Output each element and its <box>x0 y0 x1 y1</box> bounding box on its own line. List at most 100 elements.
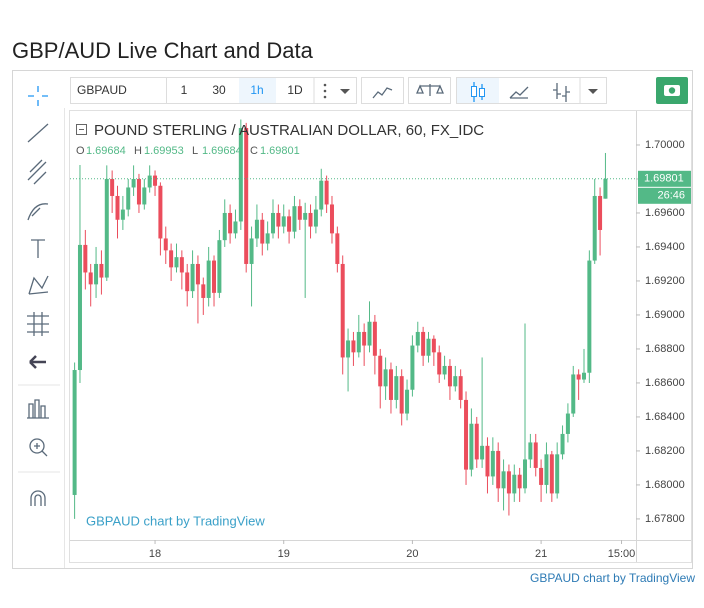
candle-body <box>260 219 265 244</box>
candle-body <box>190 263 195 292</box>
candle-body <box>372 321 377 356</box>
text-icon[interactable] <box>31 239 45 258</box>
candle-body <box>340 263 345 358</box>
candle-body <box>533 442 538 468</box>
more-icon[interactable] <box>323 83 327 87</box>
collapse-icon[interactable] <box>76 124 87 135</box>
zoom-icon[interactable] <box>29 438 45 454</box>
candle-body <box>126 187 131 210</box>
candle-body <box>201 284 206 298</box>
candle-body <box>254 219 259 239</box>
plot-area <box>70 119 636 519</box>
candle-body <box>480 445 485 460</box>
candle-body <box>346 340 351 358</box>
magnet-icon[interactable] <box>30 490 46 506</box>
y-tick-label: 1.69600 <box>645 207 685 219</box>
x-tick-label: 15:00 <box>608 548 636 560</box>
dropdown-icon[interactable] <box>588 89 598 94</box>
last-price-tag <box>638 170 691 187</box>
candle-body <box>271 212 276 234</box>
compare-icon <box>416 84 444 96</box>
prediction-icon[interactable] <box>27 312 49 336</box>
interval-button[interactable]: 1D <box>287 83 303 97</box>
candle-body <box>523 459 528 489</box>
candle-body <box>415 331 420 346</box>
candle-body <box>131 178 136 188</box>
candle-body <box>506 471 511 494</box>
candle-body <box>265 233 270 244</box>
y-tick-label: 1.69200 <box>645 275 685 287</box>
candle-body <box>228 212 233 234</box>
candle-body <box>362 331 367 346</box>
watermark: GBPAUD chart by TradingView <box>86 513 265 528</box>
candle-body <box>603 178 608 199</box>
candle-body <box>281 216 286 227</box>
y-tick-label: 1.67800 <box>645 513 685 525</box>
symbol-box[interactable] <box>70 77 167 104</box>
footer-link[interactable]: GBPAUD chart by TradingView <box>530 571 695 585</box>
candle-body <box>587 260 592 373</box>
ohlc-value: 1.69684 <box>86 145 126 157</box>
candle-body <box>447 365 452 387</box>
measure-icon[interactable] <box>27 399 49 419</box>
ohlc-value: 1.69801 <box>260 145 300 157</box>
candle-body <box>485 445 490 477</box>
fib-icon[interactable] <box>27 159 47 185</box>
candle-body <box>292 206 297 232</box>
x-tick-label: 18 <box>149 548 161 560</box>
candle-body <box>88 272 93 285</box>
candle-body <box>453 376 458 387</box>
candle-body <box>581 372 586 380</box>
y-tick-label: 1.70000 <box>645 139 685 151</box>
crosshair-icon[interactable] <box>28 86 48 106</box>
ohlc-label: O <box>76 145 85 157</box>
more-icon <box>323 95 327 99</box>
indicators-button[interactable] <box>361 77 404 104</box>
ohlc-label: C <box>250 145 258 157</box>
candle-body <box>351 340 356 353</box>
candle-icon <box>479 88 485 97</box>
candle-body <box>576 374 581 380</box>
candle-body <box>206 260 211 298</box>
interval-button[interactable]: 30 <box>212 83 226 97</box>
ohlc-label: H <box>134 145 142 157</box>
candle-body <box>83 244 88 273</box>
y-tick-label: 1.69000 <box>645 309 685 321</box>
candle-body <box>544 454 549 485</box>
candle-body <box>474 423 479 460</box>
candle-body <box>388 369 393 400</box>
pattern-icon[interactable] <box>28 275 49 295</box>
candle-body <box>249 238 254 264</box>
x-tick-label: 20 <box>406 548 418 560</box>
candle-body <box>244 127 249 264</box>
left-toolbar <box>18 86 65 568</box>
candle-body <box>313 209 318 227</box>
brush-icon[interactable] <box>27 203 49 221</box>
candle-body <box>72 370 77 495</box>
candle-body <box>458 376 463 400</box>
interval-button[interactable]: 1 <box>181 83 188 97</box>
candle-body <box>512 474 517 494</box>
more-icon <box>323 89 327 93</box>
interval-button[interactable]: 1h <box>250 83 263 97</box>
ohlc-value: 1.69953 <box>144 145 184 157</box>
candle-body <box>539 467 544 485</box>
candle-body <box>212 260 217 293</box>
candle-body <box>421 331 426 356</box>
back-icon[interactable] <box>29 355 46 369</box>
page-title: GBP/AUD Live Chart and Data <box>12 38 314 63</box>
candle-body <box>319 180 324 210</box>
candle-body <box>356 331 361 353</box>
candle-body <box>99 263 104 278</box>
candle-body <box>560 433 565 455</box>
trendline-icon[interactable] <box>27 123 49 143</box>
dropdown-icon[interactable] <box>340 89 350 94</box>
area-icon[interactable] <box>509 86 529 99</box>
candle-body <box>383 369 388 387</box>
candle-body <box>496 450 501 489</box>
y-tick-label: 1.68200 <box>645 445 685 457</box>
bars-icon[interactable] <box>553 83 570 102</box>
candle-body <box>565 413 570 434</box>
candle-body <box>94 263 99 285</box>
y-tick-label: 1.69400 <box>645 241 685 253</box>
